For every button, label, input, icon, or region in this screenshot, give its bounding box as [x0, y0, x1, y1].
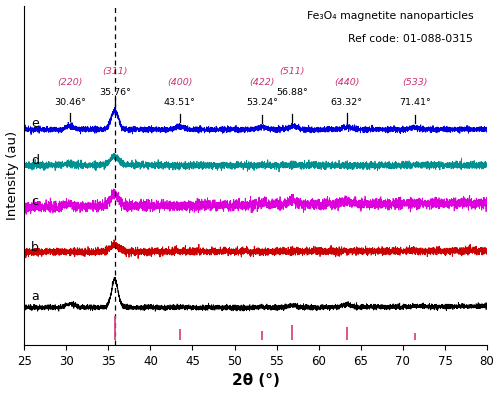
Text: c: c [31, 195, 38, 208]
Text: e: e [31, 117, 38, 130]
Text: Ref code: 01-088-0315: Ref code: 01-088-0315 [348, 34, 473, 45]
Text: (220): (220) [58, 78, 83, 87]
Text: (400): (400) [167, 78, 192, 87]
Y-axis label: Intensity (au): Intensity (au) [6, 131, 18, 220]
Text: Fe₃O₄ magnetite nanoparticles: Fe₃O₄ magnetite nanoparticles [306, 11, 473, 20]
Text: d: d [31, 154, 39, 167]
Text: 56.88°: 56.88° [276, 88, 308, 97]
Text: (511): (511) [280, 67, 305, 76]
Text: 71.41°: 71.41° [399, 98, 430, 107]
Text: 53.24°: 53.24° [246, 98, 278, 107]
Text: (311): (311) [102, 67, 128, 76]
Text: (440): (440) [334, 78, 359, 87]
Text: (422): (422) [249, 78, 274, 87]
X-axis label: 2θ (°): 2θ (°) [232, 374, 280, 388]
Text: a: a [31, 290, 38, 303]
Text: 63.32°: 63.32° [330, 98, 362, 107]
Text: 43.51°: 43.51° [164, 98, 196, 107]
Text: 30.46°: 30.46° [54, 98, 86, 107]
Text: (533): (533) [402, 78, 427, 87]
Text: b: b [31, 241, 38, 254]
Text: 35.76°: 35.76° [98, 88, 130, 97]
